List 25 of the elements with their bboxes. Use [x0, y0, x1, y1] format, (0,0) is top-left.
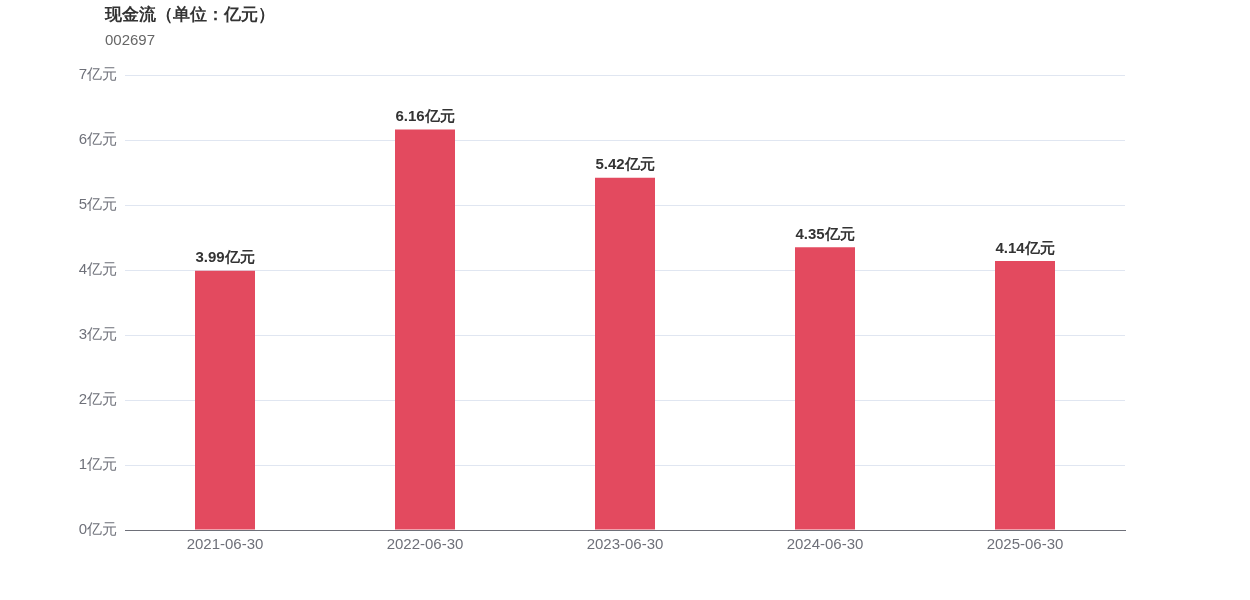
- data-label: 4.14亿元: [995, 238, 1055, 256]
- bar: [195, 270, 255, 530]
- data-label: 4.35亿元: [795, 224, 855, 242]
- y-tick-label: 0亿元: [78, 520, 117, 538]
- bar: [595, 177, 655, 530]
- y-tick-label: 4亿元: [78, 260, 117, 278]
- bar: [795, 247, 855, 530]
- chart-subtitle: 002697: [105, 31, 156, 48]
- bar: [995, 260, 1055, 530]
- y-tick-label: 7亿元: [78, 65, 117, 83]
- chart-title: 现金流（单位：亿元）: [105, 4, 275, 26]
- y-tick-label: 6亿元: [78, 130, 117, 148]
- x-tick-label: 2025-06-30: [986, 535, 1064, 553]
- bar: [395, 129, 455, 530]
- data-label: 5.42亿元: [595, 155, 655, 173]
- data-label: 3.99亿元: [195, 248, 255, 266]
- x-tick-label: 2023-06-30: [586, 535, 664, 553]
- y-tick-label: 5亿元: [78, 195, 117, 213]
- x-tick-label: 2022-06-30: [386, 535, 464, 553]
- x-tick-label: 2021-06-30: [186, 535, 264, 553]
- x-tick-label: 2024-06-30: [786, 535, 864, 553]
- y-tick-label: 2亿元: [78, 390, 117, 408]
- data-label: 6.16亿元: [395, 107, 455, 125]
- y-tick-label: 3亿元: [78, 325, 117, 343]
- y-tick-label: 1亿元: [78, 455, 117, 473]
